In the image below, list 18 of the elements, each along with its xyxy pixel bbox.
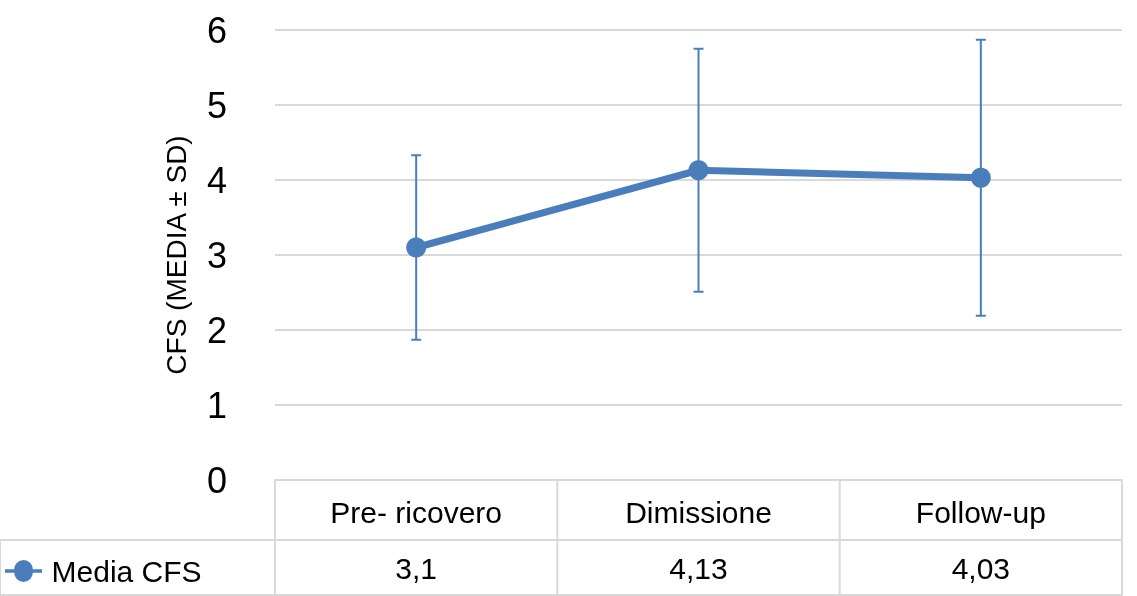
x-tick-label: Pre- ricovero bbox=[330, 495, 503, 529]
point bbox=[688, 160, 709, 181]
legend-label: Media CFS bbox=[51, 554, 202, 588]
data-label: 4,03 bbox=[951, 551, 1011, 585]
x-tick-label: Follow-up bbox=[915, 495, 1046, 529]
y-tick-label: 2 bbox=[206, 309, 227, 351]
point bbox=[970, 167, 991, 188]
y-tick-label: 3 bbox=[206, 234, 227, 276]
data-label: 3,1 bbox=[395, 551, 438, 585]
point bbox=[406, 237, 427, 258]
y-tick-label: 4 bbox=[206, 159, 227, 201]
x-tick-label: Dimissione bbox=[625, 495, 772, 529]
data-label: 4,13 bbox=[669, 551, 728, 585]
y-tick-label: 6 bbox=[206, 9, 227, 51]
y-tick-label: 1 bbox=[206, 384, 227, 426]
y-tick-label: 5 bbox=[206, 84, 227, 126]
y-tick-label: 0 bbox=[206, 459, 227, 501]
y-axis-title: CFS (MEDIA ± SD) bbox=[160, 135, 192, 375]
